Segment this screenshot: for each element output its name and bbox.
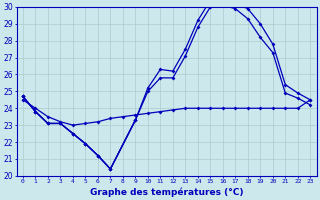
X-axis label: Graphe des températures (°C): Graphe des températures (°C) [90,187,244,197]
